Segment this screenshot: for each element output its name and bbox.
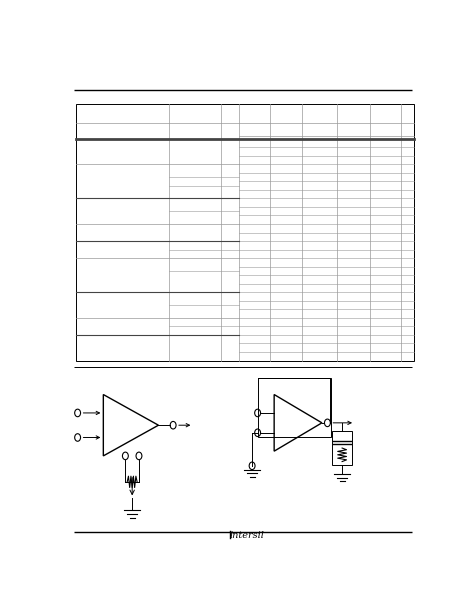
Text: intersil: intersil	[229, 531, 264, 540]
Bar	[332, 432, 352, 465]
Bar	[257, 378, 331, 437]
Bar	[76, 104, 414, 360]
